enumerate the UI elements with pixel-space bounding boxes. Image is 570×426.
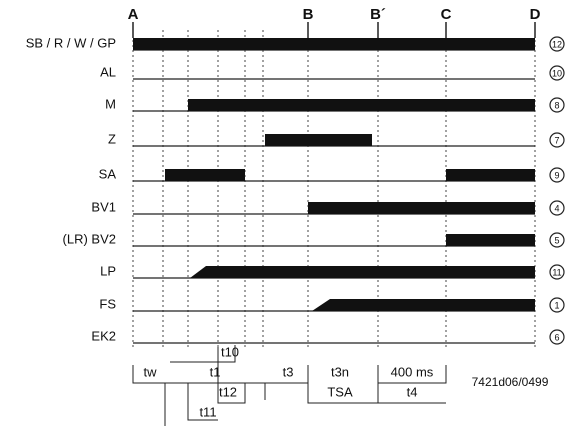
time-label: t12 [219, 384, 237, 399]
terminal-circle [549, 97, 565, 113]
terminal-circle [549, 65, 565, 81]
terminal-number: 11 [552, 267, 561, 277]
row-label: M [105, 96, 116, 111]
marker-label: A [128, 6, 139, 23]
signal-bar [446, 169, 535, 181]
terminal-number: 4 [554, 203, 559, 213]
terminal-number: 6 [554, 332, 559, 342]
signal-bar [312, 299, 535, 311]
time-label: t11 [199, 404, 216, 419]
terminal-circle [549, 36, 565, 52]
terminal-circle [549, 264, 565, 280]
row-label: (LR) BV2 [63, 231, 116, 246]
terminal-circle [549, 232, 565, 248]
terminal-circle [549, 297, 565, 313]
row-label: FS [99, 296, 116, 311]
time-label: tw [144, 364, 158, 379]
row-label: Z [108, 131, 116, 146]
signal-bar [188, 99, 535, 111]
drawing-code: 7421d06/0499 [472, 375, 549, 389]
time-label: t3 [283, 364, 294, 379]
terminal-number: 7 [554, 135, 559, 145]
signal-bar [190, 266, 535, 278]
signal-bar [165, 169, 245, 181]
terminal-number: 8 [554, 100, 559, 110]
time-label: 400 ms [391, 364, 434, 379]
marker-label: B´ [370, 6, 386, 23]
row-label: SA [99, 166, 117, 181]
terminal-circle [549, 167, 565, 183]
row-label: EK2 [91, 328, 116, 343]
signal-bar [265, 134, 372, 146]
time-label: t3n [331, 364, 349, 379]
signal-bar [308, 202, 535, 214]
time-label: TSA [327, 384, 353, 399]
terminal-number: 9 [554, 170, 559, 180]
dimension-lines [132, 345, 447, 426]
terminal-number: 10 [552, 68, 562, 78]
terminal-circle [549, 200, 565, 216]
signal-bar [446, 234, 535, 246]
time-label: t4 [407, 384, 418, 399]
marker-label: D [530, 6, 541, 23]
time-label: t1 [210, 364, 221, 379]
terminal-number: 1 [554, 300, 559, 310]
marker-label: B [303, 6, 314, 23]
terminal-number: 5 [554, 235, 559, 245]
row-label: AL [100, 64, 116, 79]
terminal-circle [549, 329, 565, 345]
row-label: BV1 [91, 199, 116, 214]
row-label: LP [100, 263, 116, 278]
marker-label: C [441, 6, 452, 23]
row-label: SB / R / W / GP [26, 35, 116, 50]
time-label: t10 [221, 344, 239, 359]
terminal-number: 12 [552, 39, 562, 49]
terminal-circle [549, 132, 565, 148]
signal-bar [133, 38, 535, 50]
